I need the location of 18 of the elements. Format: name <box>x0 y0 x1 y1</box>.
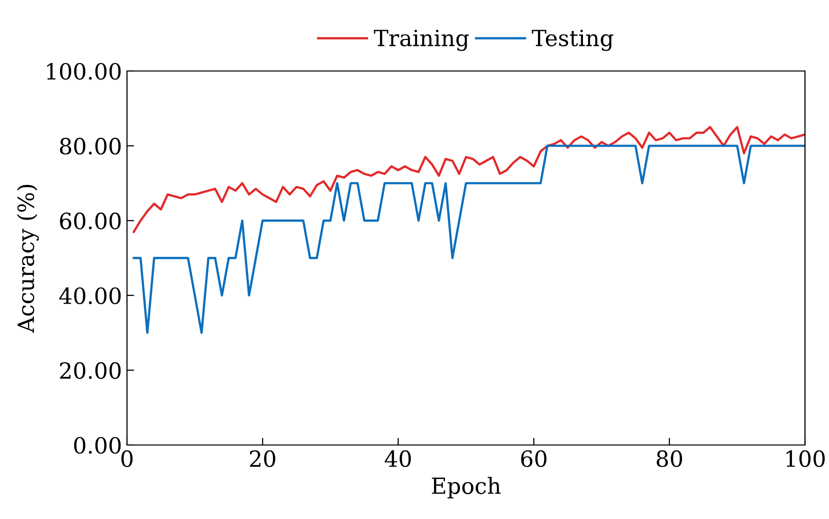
line-series <box>132 144 805 334</box>
legend-label: Testing <box>532 30 614 51</box>
legend-label: Training <box>374 30 469 51</box>
y-tick-label: 20.00 <box>60 362 121 379</box>
x-tick-label: 20 <box>250 450 276 468</box>
x-tick-label: 40 <box>384 450 411 468</box>
x-tick-label: 0 <box>121 450 133 468</box>
y-tick-label: 80.00 <box>60 138 121 155</box>
y-tick-label: 60.00 <box>60 212 121 230</box>
y-tick-label: 0.00 <box>74 436 121 454</box>
x-tick-label: 80 <box>656 450 682 468</box>
line-series <box>132 126 805 233</box>
x-tick-label: 100 <box>786 450 825 468</box>
y-axis-title: Accuracy (%) <box>17 184 39 333</box>
x-tick-label: 60 <box>521 450 546 468</box>
x-axis-title: Epoch <box>432 476 501 498</box>
y-tick-label: 100.00 <box>47 62 121 80</box>
y-tick-label: 40.00 <box>59 287 121 304</box>
